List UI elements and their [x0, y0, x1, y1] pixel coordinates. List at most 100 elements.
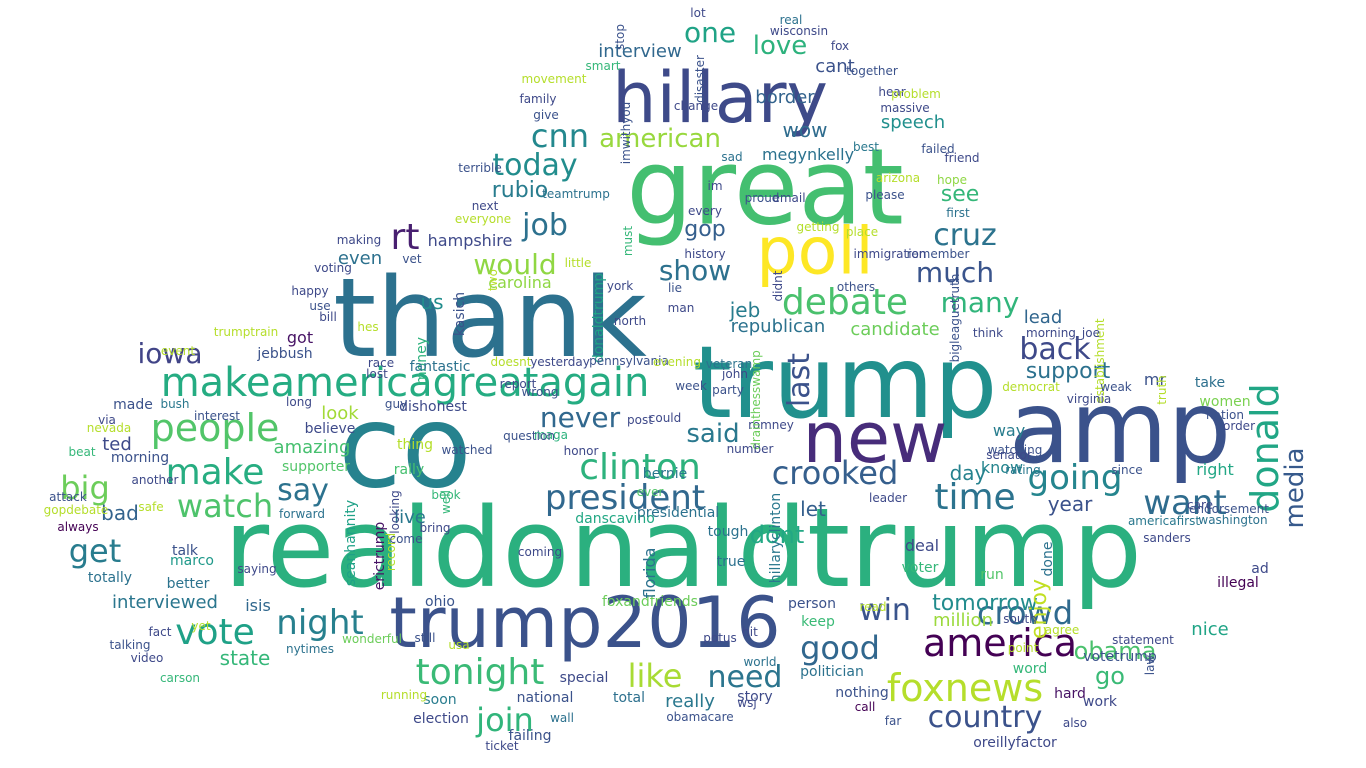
word-ad: ad — [1251, 561, 1269, 577]
word-honor: honor — [563, 444, 599, 458]
word-could: could — [648, 411, 682, 425]
word-watching: watching — [987, 443, 1043, 457]
word-talking: talking — [109, 638, 151, 652]
word-dishonest: dishonest — [399, 399, 467, 415]
word-crowd: crowd — [976, 594, 1074, 632]
word-first: first — [946, 206, 970, 220]
word-bernie: bernie — [642, 466, 688, 482]
word-win: win — [859, 593, 911, 628]
word-carolina: carolina — [488, 273, 552, 292]
word-veteran: veteran — [705, 357, 753, 371]
word-need: need — [707, 660, 783, 695]
word-danscavino: danscavino — [575, 511, 655, 527]
word-best: best — [853, 140, 879, 154]
word-ohio: ohio — [425, 594, 455, 610]
word-florida: florida — [640, 547, 659, 599]
word-long: long — [286, 395, 312, 409]
word-carson: carson — [159, 671, 201, 685]
word-gopdebate: gopdebate — [43, 503, 109, 517]
word-next: next — [471, 199, 499, 213]
word-ticket: ticket — [485, 739, 519, 753]
word-rating: rating — [1005, 463, 1041, 477]
word-race: race — [367, 356, 395, 370]
word-call: call — [854, 700, 876, 714]
word-history: history — [684, 247, 726, 261]
word-big: big — [60, 469, 110, 507]
word-post: post — [627, 413, 653, 427]
word-everyone: everyone — [454, 212, 512, 226]
word-hear: hear — [878, 85, 906, 99]
word-mr: mr — [1143, 370, 1167, 389]
word-imwithyou: imwithyou — [619, 101, 633, 165]
word-foxnews: foxnews — [886, 666, 1044, 710]
word-one: one — [683, 16, 737, 49]
word-show: show — [658, 254, 732, 287]
word-proud: proud — [744, 191, 780, 205]
word-really: really — [665, 691, 715, 712]
word-speech: speech — [880, 112, 946, 133]
word-come: come — [389, 532, 423, 546]
word-megynkelly: megynkelly — [761, 145, 855, 164]
word-hampshire: hampshire — [427, 231, 513, 250]
word-day: day — [949, 461, 987, 485]
word-lead: lead — [1023, 307, 1063, 328]
word-saying: saying — [237, 562, 277, 576]
word-many: many — [940, 286, 1020, 319]
word-back: back — [1019, 332, 1091, 367]
word-rt: rt — [390, 217, 420, 258]
word-wisconsin: wisconsin — [769, 24, 829, 38]
word-movement: movement — [521, 72, 587, 86]
word-watch: watch — [176, 487, 274, 525]
word-going: going — [1027, 458, 1123, 498]
word-family: family — [519, 92, 557, 106]
word-amp: amp — [1008, 369, 1232, 486]
word-still: still — [414, 631, 436, 645]
word-year: year — [1047, 492, 1093, 516]
word-tomorrow: tomorrow — [932, 591, 1038, 616]
word-cant: cant — [815, 56, 855, 77]
word-wow: wow — [782, 118, 828, 142]
word-doesnt: doesnt — [490, 355, 532, 369]
word-guy: guy — [384, 397, 408, 411]
word-point: point — [1007, 641, 1039, 655]
word-take: take — [1194, 375, 1226, 391]
word-stop: stop — [613, 24, 627, 50]
word-attack: attack — [49, 490, 87, 504]
word-must: must — [621, 225, 635, 257]
word-trumptrain: trumptrain — [213, 325, 279, 339]
word-ever: ever — [636, 485, 664, 499]
word-failing: failing — [508, 728, 552, 744]
word-john: john — [722, 367, 748, 381]
word-border: border — [755, 87, 815, 108]
word-women: women — [1199, 394, 1251, 410]
word-story: story — [737, 689, 773, 705]
word-order: order — [1223, 419, 1255, 433]
word-hes: hes — [357, 320, 379, 334]
word-never: never — [539, 401, 621, 434]
word-place: place — [845, 225, 879, 239]
word-nytimes: nytimes — [285, 642, 335, 656]
word-hit: hit — [742, 625, 758, 639]
word-live: live — [394, 507, 426, 528]
word-agree: agree — [1044, 623, 1080, 637]
word-state: state — [219, 646, 271, 670]
word-sad: sad — [721, 150, 743, 164]
word-american: american — [599, 124, 721, 154]
word-true: true — [716, 554, 746, 570]
word-together: together — [846, 64, 898, 78]
word-hope: hope — [937, 173, 967, 187]
word-didnt: didnt — [771, 270, 785, 302]
word-election: election — [413, 711, 469, 727]
word-nevada: nevada — [86, 421, 132, 435]
word-right: right — [1196, 460, 1234, 479]
word-votetrump: votetrump — [1083, 649, 1157, 665]
word-donaldtrump: donaldtrump — [591, 272, 607, 364]
word-bush: bush — [160, 397, 190, 411]
word-north: north — [613, 314, 647, 328]
word-lie: lie — [667, 281, 683, 295]
word-senator: senator — [986, 448, 1032, 462]
word-donald: donald — [1243, 383, 1287, 513]
word-question: question — [503, 429, 555, 443]
word-rubio: rubio — [491, 178, 549, 203]
